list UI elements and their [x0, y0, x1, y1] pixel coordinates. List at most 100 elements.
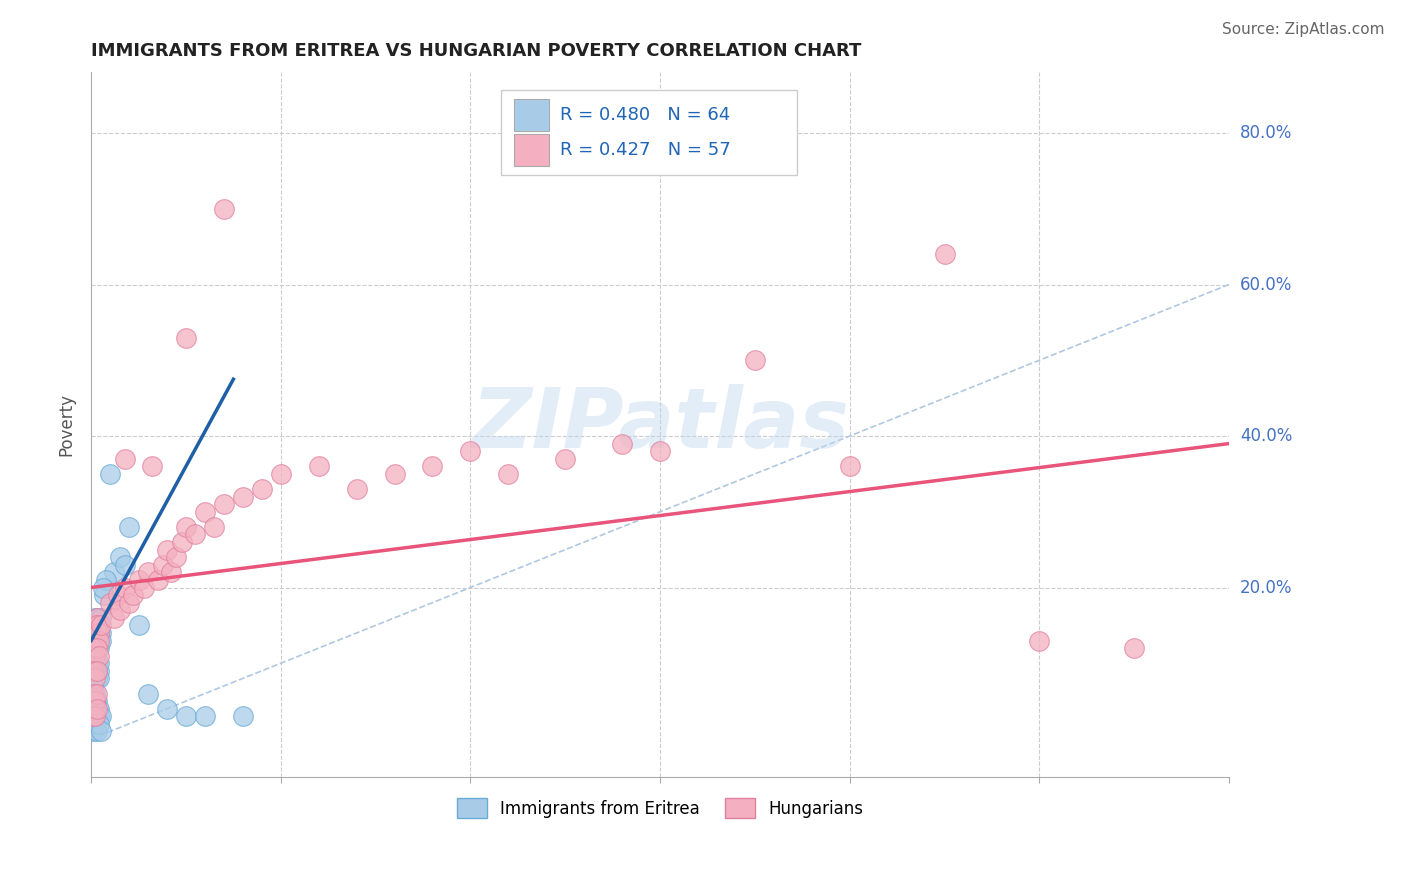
Point — [82, 724, 104, 739]
Point — [86, 702, 108, 716]
Point — [91, 581, 114, 595]
Point — [174, 709, 197, 723]
Point — [84, 633, 107, 648]
Point — [87, 626, 110, 640]
Point — [84, 694, 107, 708]
Point — [87, 618, 110, 632]
Point — [82, 626, 104, 640]
Point — [86, 626, 108, 640]
Point — [87, 664, 110, 678]
Point — [86, 709, 108, 723]
Point — [87, 648, 110, 663]
Point — [86, 694, 108, 708]
Point — [86, 611, 108, 625]
Point — [128, 573, 150, 587]
Point — [174, 330, 197, 344]
Point — [84, 657, 107, 671]
Point — [1123, 641, 1146, 656]
Point — [194, 505, 217, 519]
Point — [103, 611, 125, 625]
Point — [610, 436, 633, 450]
Point — [82, 664, 104, 678]
Point — [84, 626, 107, 640]
Point — [136, 687, 159, 701]
Point — [90, 724, 112, 739]
Point — [87, 657, 110, 671]
Legend: Immigrants from Eritrea, Hungarians: Immigrants from Eritrea, Hungarians — [450, 791, 870, 825]
Text: R = 0.480   N = 64: R = 0.480 N = 64 — [560, 105, 730, 124]
Point — [86, 657, 108, 671]
Point — [86, 687, 108, 701]
Point — [744, 353, 766, 368]
Point — [146, 573, 169, 587]
Point — [212, 497, 235, 511]
Point — [87, 702, 110, 716]
Point — [84, 672, 107, 686]
Point — [118, 520, 141, 534]
Point — [82, 679, 104, 693]
Point — [86, 672, 108, 686]
Point — [346, 482, 368, 496]
Point — [96, 573, 118, 587]
Point — [82, 648, 104, 663]
Point — [114, 558, 136, 572]
Point — [90, 709, 112, 723]
Point — [84, 664, 107, 678]
Point — [86, 611, 108, 625]
Point — [82, 641, 104, 656]
Point — [84, 648, 107, 663]
Point — [156, 702, 179, 716]
Point — [86, 633, 108, 648]
Point — [82, 641, 104, 656]
Point — [84, 716, 107, 731]
Text: IMMIGRANTS FROM ERITREA VS HUNGARIAN POVERTY CORRELATION CHART: IMMIGRANTS FROM ERITREA VS HUNGARIAN POV… — [91, 42, 862, 60]
Point — [90, 611, 112, 625]
Point — [108, 603, 131, 617]
Point — [648, 444, 671, 458]
Point — [107, 588, 129, 602]
Point — [166, 550, 188, 565]
Text: 80.0%: 80.0% — [1240, 124, 1292, 142]
Point — [212, 202, 235, 216]
Point — [172, 535, 194, 549]
Point — [103, 566, 125, 580]
Point — [136, 566, 159, 580]
Point — [204, 520, 226, 534]
Point — [174, 520, 197, 534]
Text: 60.0%: 60.0% — [1240, 276, 1292, 293]
Point — [250, 482, 273, 496]
Point — [82, 664, 104, 678]
Point — [87, 716, 110, 731]
Point — [1028, 633, 1050, 648]
Point — [84, 626, 107, 640]
Point — [194, 709, 217, 723]
Point — [82, 709, 104, 723]
Point — [82, 687, 104, 701]
Point — [184, 527, 207, 541]
Point — [232, 490, 254, 504]
Point — [82, 716, 104, 731]
Text: ZIPatlas: ZIPatlas — [471, 384, 849, 465]
Point — [82, 672, 104, 686]
Point — [122, 588, 145, 602]
Point — [84, 641, 107, 656]
Point — [84, 709, 107, 723]
Point — [87, 672, 110, 686]
Point — [152, 558, 174, 572]
Point — [86, 724, 108, 739]
Point — [82, 657, 104, 671]
Point — [82, 687, 104, 701]
Point — [270, 467, 292, 481]
Point — [128, 618, 150, 632]
Point — [422, 459, 444, 474]
Point — [84, 694, 107, 708]
Point — [86, 702, 108, 716]
Point — [86, 641, 108, 656]
Point — [114, 581, 136, 595]
Bar — [515, 134, 548, 166]
Point — [134, 581, 156, 595]
Point — [82, 633, 104, 648]
Point — [82, 618, 104, 632]
Point — [86, 618, 108, 632]
Point — [86, 664, 108, 678]
